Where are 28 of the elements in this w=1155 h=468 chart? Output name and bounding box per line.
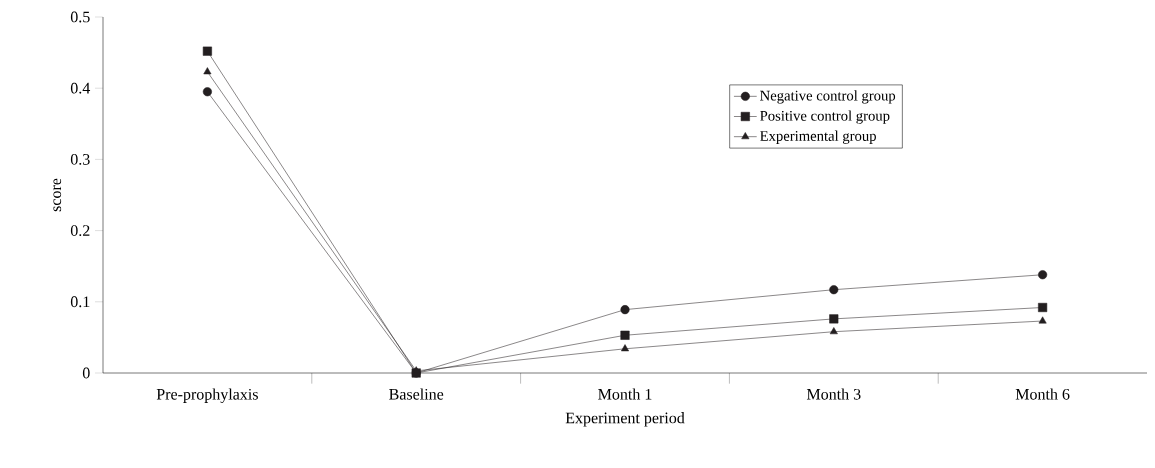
x-axis-title: Experiment period	[565, 412, 685, 427]
x-tick-label: Month 6	[1015, 388, 1070, 400]
point	[829, 327, 838, 335]
point	[202, 46, 212, 56]
point	[829, 285, 839, 295]
point	[1038, 316, 1047, 324]
x-tick-label: Month 1	[598, 388, 652, 400]
y-tick-label: 0.5	[70, 11, 90, 23]
legend-label: Negative control group	[760, 90, 896, 104]
y-axis-title: score	[53, 178, 62, 212]
point	[829, 314, 839, 324]
point	[621, 344, 629, 352]
point	[620, 305, 630, 315]
x-tick-label: Baseline	[389, 388, 444, 400]
legend-label: Positive control group	[760, 110, 890, 124]
y-tick-label: 0	[82, 367, 90, 379]
point	[203, 67, 212, 75]
legend-label: Experimental group	[760, 130, 876, 144]
x-tick-label: Month 3	[806, 388, 861, 400]
y-tick-label: 0.2	[70, 225, 90, 237]
point	[1038, 302, 1048, 313]
y-tick-label: 0.1	[70, 296, 90, 308]
y-tick-label: 0.3	[70, 153, 90, 165]
x-tick-label: Pre-prophylaxis	[156, 388, 258, 403]
point	[620, 330, 630, 340]
y-tick-label: 0.4	[70, 82, 91, 94]
point	[202, 87, 212, 97]
point	[1038, 270, 1048, 280]
